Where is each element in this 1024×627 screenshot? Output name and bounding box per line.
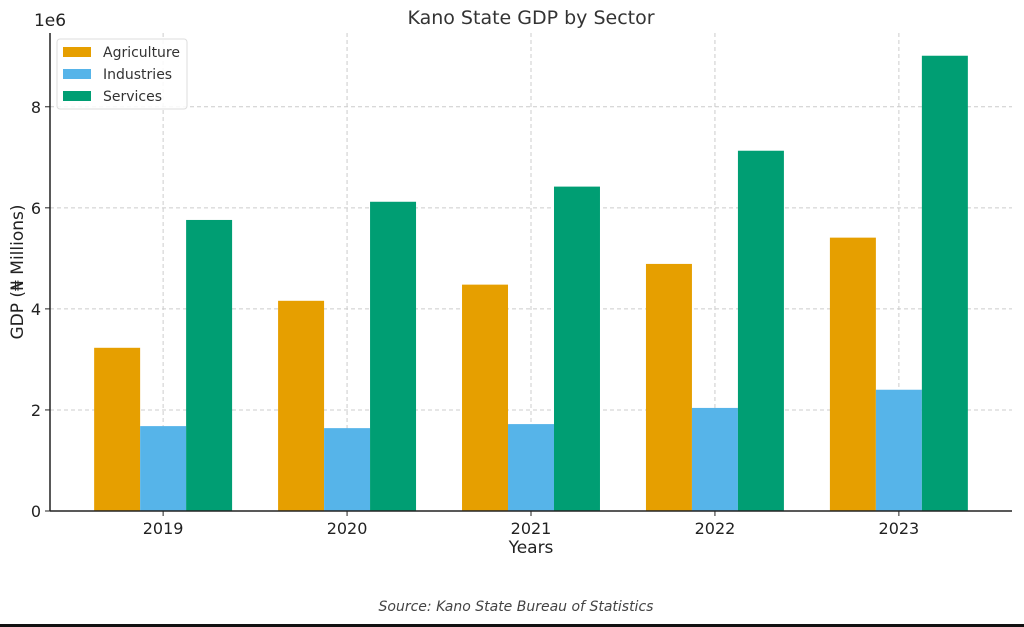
bar-agriculture-2020	[278, 300, 325, 511]
legend: Agriculture Industries Services	[56, 38, 188, 110]
bar-services-2022	[737, 150, 784, 511]
x-tick-label: 2023	[879, 519, 920, 538]
bar-industries-2021	[508, 424, 554, 511]
bar-services-2021	[553, 186, 600, 512]
legend-label-industries: Industries	[103, 67, 172, 83]
y-tick-label: 0	[31, 502, 41, 521]
legend-swatch-industries	[63, 69, 91, 79]
bottom-border	[0, 624, 1024, 627]
bar-agriculture-2021	[462, 284, 509, 511]
x-tick-label: 2019	[143, 519, 184, 538]
source-caption: Source: Kano State Bureau of Statistics	[379, 599, 654, 615]
bar-services-2019	[186, 219, 233, 511]
legend-label-services: Services	[103, 89, 162, 105]
bar-industries-2019	[140, 426, 187, 511]
bar-services-2023	[921, 55, 968, 511]
y-tick-label: 2	[31, 401, 41, 420]
bar-agriculture-2022	[645, 263, 692, 511]
bar-industries-2022	[691, 407, 738, 511]
bar-agriculture-2023	[829, 237, 876, 511]
bar-industries-2023	[875, 389, 922, 511]
y-axis-label: GDP (₦ Millions)	[8, 205, 28, 340]
bar-industries-2020	[324, 428, 371, 511]
chart-title: Kano State GDP by Sector	[407, 7, 654, 29]
y-tick-label: 4	[31, 300, 41, 319]
bar-services-2020	[370, 201, 417, 512]
legend-label-agriculture: Agriculture	[103, 45, 180, 61]
x-tick-label: 2021	[511, 519, 552, 538]
y-offset-label: 1e6	[34, 11, 66, 31]
x-tick-label: 2022	[695, 519, 736, 538]
legend-swatch-services	[63, 91, 91, 101]
legend-swatch-agriculture	[63, 47, 91, 57]
y-tick-label: 6	[31, 199, 41, 218]
y-tick-label: 8	[31, 98, 41, 117]
bar-agriculture-2019	[94, 347, 141, 511]
x-axis-label: Years	[508, 538, 554, 558]
x-tick-label: 2020	[327, 519, 368, 538]
